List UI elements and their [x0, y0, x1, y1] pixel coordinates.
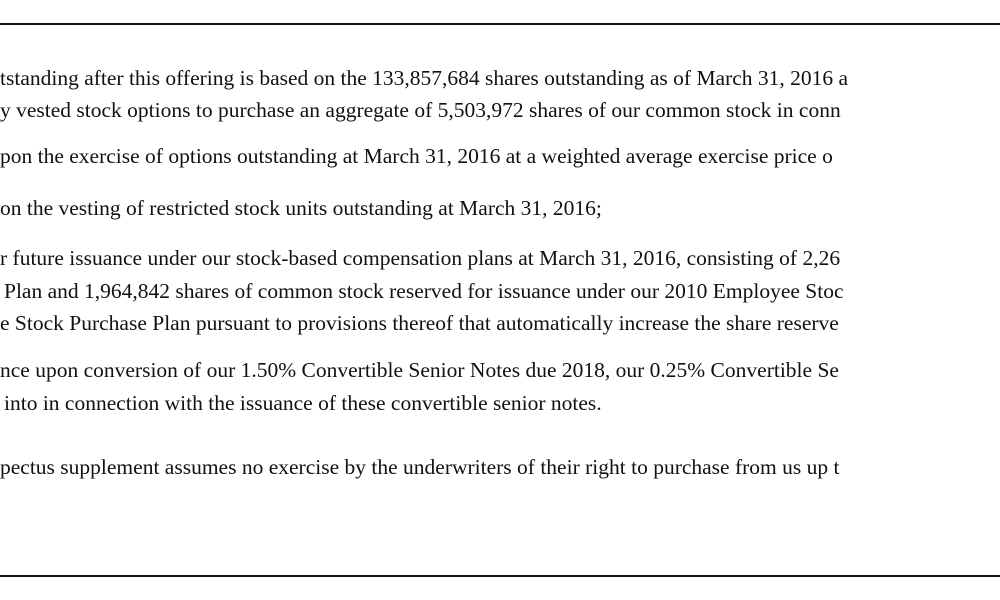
- text-line: tstanding after this offering is based o…: [0, 66, 849, 90]
- text-line: pectus supplement assumes no exercise by…: [0, 455, 840, 479]
- text-line: Plan and 1,964,842 shares of common stoc…: [4, 279, 844, 303]
- text-line: y vested stock options to purchase an ag…: [0, 98, 841, 122]
- text-line: pon the exercise of options outstanding …: [0, 144, 833, 168]
- text-line: e Stock Purchase Plan pursuant to provis…: [0, 311, 839, 335]
- text-line: on the vesting of restricted stock units…: [0, 196, 602, 220]
- text-line: r future issuance under our stock-based …: [0, 246, 841, 270]
- bottom-divider: [0, 575, 1000, 577]
- top-divider: [0, 23, 1000, 25]
- text-line: into in connection with the issuance of …: [4, 391, 602, 415]
- text-line: nce upon conversion of our 1.50% Convert…: [0, 358, 839, 382]
